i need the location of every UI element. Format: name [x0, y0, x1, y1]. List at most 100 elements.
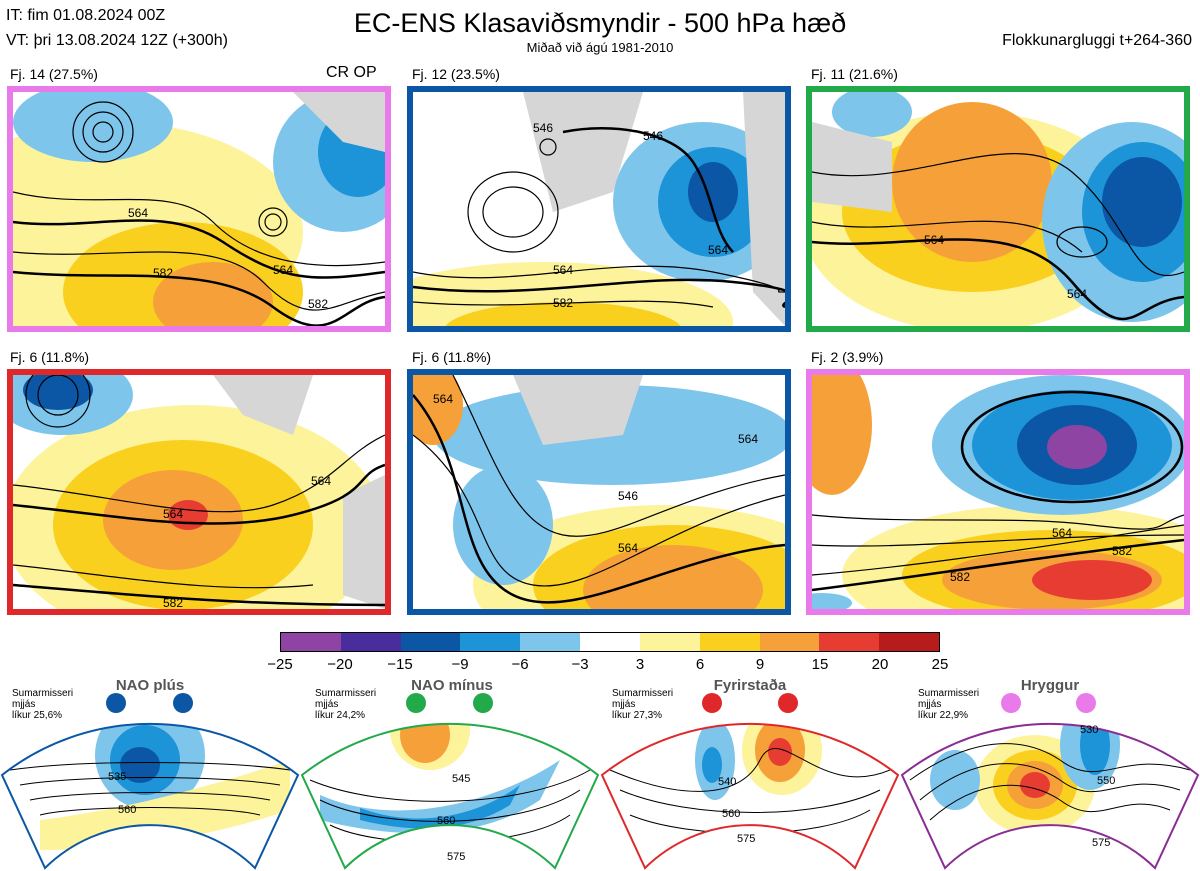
contour-label: 564 — [273, 263, 293, 277]
contour-label: 564 — [553, 263, 573, 277]
cluster-panel-3[interactable]: 564 564 — [806, 86, 1190, 332]
contour-label: 564 — [128, 206, 148, 220]
regime-2-dot — [473, 693, 493, 713]
regime-1-dot — [173, 693, 193, 713]
panel-4-label: Fj. 6 (11.8%) — [10, 349, 90, 365]
regime-4-dot — [1076, 693, 1096, 713]
cluster-panel-1[interactable]: 564 582 564 582 — [7, 86, 391, 332]
page-title: EC-ENS Klasaviðsmyndir - 500 hPa hæð — [353, 8, 847, 38]
contour-label: 582 — [1112, 544, 1132, 558]
regime-1-info: Sumarmisseri mjjás líkur 25,6% — [12, 688, 74, 721]
page-subtitle: Miðað við ágú 1981-2010 — [526, 40, 674, 55]
cluster-panel-5[interactable]: 564 564 564 546 — [407, 369, 791, 615]
contour-label: 540 — [718, 776, 736, 788]
contour-label: 564 — [311, 474, 331, 488]
contour-label: 582 — [163, 596, 183, 609]
initial-time: IT: fim 01.08.2024 00Z — [6, 7, 166, 24]
regime-4-name: Hryggur — [1020, 677, 1080, 694]
colorbar-swatch — [400, 633, 461, 651]
colorbar-swatch — [819, 633, 880, 651]
regime-2-map: 545 560 575 — [300, 723, 600, 870]
colorbar-tick: −15 — [387, 656, 413, 673]
colorbar-tick: 15 — [811, 656, 829, 673]
colorbar-tick: 3 — [635, 656, 645, 673]
contour-label: 582 — [308, 297, 328, 311]
regime-3-dot — [702, 693, 722, 713]
colorbar-tick: −25 — [267, 656, 293, 673]
colorbar-swatch — [580, 633, 640, 651]
cluster-map-3: 564 564 — [812, 92, 1184, 326]
contour-label: 560 — [722, 808, 740, 820]
contour-label: 564 — [924, 233, 944, 247]
regime-1-name: NAO plús — [115, 677, 185, 694]
cluster-panel-4[interactable]: 564 564 582 — [7, 369, 391, 615]
colorbar-tick: 6 — [695, 656, 705, 673]
regime-4-info: Sumarmisseri mjjás líkur 22,9% — [918, 688, 980, 721]
contour-label: 582 — [553, 296, 573, 310]
panel-1-tag: CR OP — [326, 64, 377, 81]
regime-3-info: Sumarmisseri mjjás líkur 27,3% — [612, 688, 674, 721]
contour-label: 564 — [1067, 287, 1087, 301]
colorbar-tick: −3 — [571, 656, 589, 673]
contour-label: 564 — [708, 243, 728, 257]
cluster-map-4: 564 564 582 — [13, 375, 385, 609]
contour-label: 560 — [437, 815, 455, 827]
contour-label: 575 — [737, 833, 755, 845]
contour-label: 582 — [950, 570, 970, 584]
cluster-map-2: 546 546 564 582 564 — [413, 92, 785, 326]
panel-1-label: Fj. 14 (27.5%) — [10, 66, 98, 82]
colorbar-swatch — [460, 633, 521, 651]
contour-label: 575 — [1092, 837, 1110, 849]
regime-2-name: NAO mínus — [411, 677, 493, 694]
regime-1-dot — [106, 693, 126, 713]
contour-label: 564 — [163, 507, 183, 521]
panel-3-label: Fj. 11 (21.6%) — [811, 66, 898, 82]
cluster-map-5: 564 564 564 546 — [413, 375, 785, 609]
regime-3-map: 540 560 575 — [600, 723, 900, 870]
colorbar-tick: 20 — [871, 656, 889, 673]
colorbar-tick: −6 — [511, 656, 529, 673]
cluster-panel-6[interactable]: 564 582 582 — [806, 369, 1190, 615]
colorbar-swatch — [340, 633, 401, 651]
contour-label: 564 — [433, 392, 453, 406]
colorbar-tick: 25 — [931, 656, 949, 673]
colorbar — [280, 632, 940, 652]
contour-label: 535 — [108, 771, 126, 783]
regime-3-dot — [778, 693, 798, 713]
contour-label: 582 — [153, 266, 173, 280]
colorbar-swatch — [879, 633, 939, 651]
panel-5-label: Fj. 6 (11.8%) — [412, 349, 492, 365]
contour-label: 564 — [1052, 526, 1072, 540]
colorbar-tick: 9 — [755, 656, 765, 673]
contour-label: 546 — [618, 489, 638, 503]
colorbar-swatch — [520, 633, 581, 651]
regime-3-name: Fyrirstaða — [713, 677, 787, 694]
contour-label: 564 — [738, 432, 758, 446]
contour-label: 530 — [1080, 724, 1098, 736]
cluster-map-6: 564 582 582 — [812, 375, 1184, 609]
panel-6-label: Fj. 2 (3.9%) — [811, 349, 884, 365]
colorbar-swatch — [759, 633, 820, 651]
colorbar-swatch — [281, 633, 341, 651]
contour-label: 546 — [533, 121, 553, 135]
contour-label: 545 — [452, 773, 470, 785]
colorbar-tick: −9 — [451, 656, 469, 673]
classification-window: Flokkunargluggi t+264-360 — [1002, 32, 1192, 49]
contour-label: 546 — [643, 129, 663, 143]
contour-label: 575 — [447, 851, 465, 863]
regime-4-map: 530 550 575 — [900, 723, 1200, 870]
colorbar-tick: −20 — [327, 656, 353, 673]
valid-time: VT: þri 13.08.2024 12Z (+300h) — [6, 32, 228, 49]
colorbar-swatch — [699, 633, 760, 651]
cluster-panel-2[interactable]: 546 546 564 582 564 — [407, 86, 791, 332]
colorbar-swatch — [639, 633, 700, 651]
regime-4-dot — [1001, 693, 1021, 713]
regime-2-info: Sumarmisseri mjjás líkur 24,2% — [315, 688, 377, 721]
panel-2-label: Fj. 12 (23.5%) — [412, 66, 500, 82]
regime-2-dot — [406, 693, 426, 713]
contour-label: 560 — [118, 804, 136, 816]
contour-label: 550 — [1097, 775, 1115, 787]
cluster-map-1: 564 582 564 582 — [13, 92, 385, 326]
contour-label: 564 — [618, 541, 638, 555]
regime-1-map: 535 560 — [0, 723, 300, 870]
